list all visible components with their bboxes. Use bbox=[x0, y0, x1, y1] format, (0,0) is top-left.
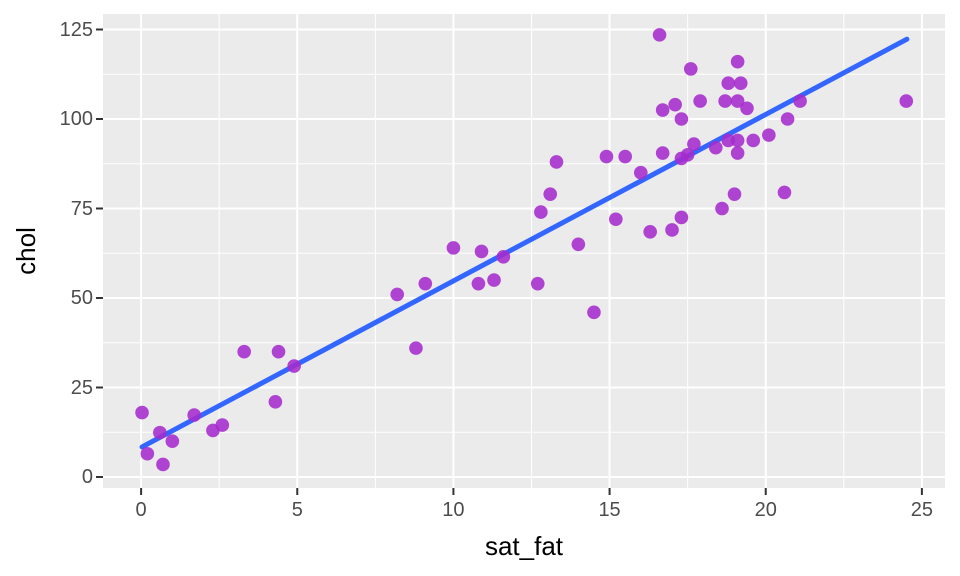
data-point bbox=[715, 201, 729, 216]
data-point bbox=[655, 146, 670, 160]
data-point bbox=[727, 187, 742, 201]
x-tick-label: 20 bbox=[754, 499, 777, 521]
y-tick-label: 125 bbox=[59, 18, 93, 41]
data-point bbox=[446, 241, 461, 255]
data-point bbox=[740, 101, 754, 116]
data-point bbox=[587, 305, 601, 320]
data-point bbox=[237, 344, 251, 359]
data-point bbox=[140, 446, 155, 461]
data-point bbox=[730, 133, 745, 148]
data-point bbox=[733, 76, 748, 91]
data-point bbox=[268, 395, 283, 409]
data-point bbox=[730, 146, 745, 160]
data-point bbox=[153, 425, 167, 440]
data-point bbox=[655, 103, 670, 117]
data-point bbox=[409, 341, 423, 355]
data-point bbox=[474, 244, 489, 259]
data-point bbox=[534, 205, 548, 219]
data-point bbox=[156, 457, 170, 472]
data-point bbox=[643, 224, 657, 239]
data-point bbox=[187, 408, 201, 422]
y-tick-label: 25 bbox=[70, 376, 93, 399]
data-point bbox=[287, 359, 301, 373]
data-point bbox=[708, 140, 723, 155]
data-point bbox=[777, 185, 792, 200]
data-point bbox=[634, 165, 648, 180]
data-point bbox=[543, 187, 558, 201]
data-point bbox=[665, 223, 679, 237]
data-point bbox=[165, 434, 180, 449]
data-point bbox=[693, 94, 707, 108]
y-tick-label: 100 bbox=[59, 108, 93, 130]
data-point bbox=[683, 62, 698, 76]
data-point bbox=[609, 212, 623, 227]
data-point bbox=[746, 133, 761, 148]
data-point bbox=[687, 137, 701, 151]
y-tick-label: 75 bbox=[70, 197, 93, 220]
data-point bbox=[471, 276, 486, 291]
data-point bbox=[793, 94, 807, 108]
x-tick-label: 0 bbox=[135, 499, 147, 521]
y-tick-label: 0 bbox=[81, 466, 93, 488]
trend-line bbox=[139, 36, 910, 450]
data-point bbox=[496, 250, 511, 264]
data-point bbox=[674, 112, 689, 126]
x-tick-label: 15 bbox=[598, 499, 621, 521]
data-point bbox=[680, 148, 695, 162]
data-point bbox=[215, 418, 230, 432]
data-point bbox=[599, 149, 614, 164]
data-point bbox=[618, 149, 632, 164]
x-tick-label: 10 bbox=[442, 499, 465, 521]
data-point bbox=[652, 28, 667, 42]
data-point bbox=[271, 344, 286, 359]
data-point bbox=[899, 94, 914, 108]
data-point bbox=[762, 128, 776, 142]
data-point bbox=[390, 287, 405, 302]
data-point bbox=[730, 94, 745, 108]
x-axis-title: sat_fat bbox=[484, 531, 564, 561]
y-tick-label: 50 bbox=[70, 287, 93, 309]
x-tick-label: 5 bbox=[291, 499, 303, 521]
data-point bbox=[135, 405, 149, 420]
data-point bbox=[721, 76, 736, 91]
data-point bbox=[721, 133, 736, 148]
data-point bbox=[780, 112, 795, 126]
data-point bbox=[668, 97, 682, 112]
data-point bbox=[530, 276, 545, 291]
data-point bbox=[418, 276, 433, 291]
data-point bbox=[730, 54, 745, 69]
data-point bbox=[571, 237, 586, 252]
data-point bbox=[549, 155, 564, 169]
y-axis-title: chol bbox=[11, 227, 41, 275]
data-point bbox=[718, 94, 732, 108]
x-tick-label: 25 bbox=[910, 499, 933, 521]
data-point bbox=[674, 210, 689, 225]
data-point bbox=[487, 273, 501, 287]
